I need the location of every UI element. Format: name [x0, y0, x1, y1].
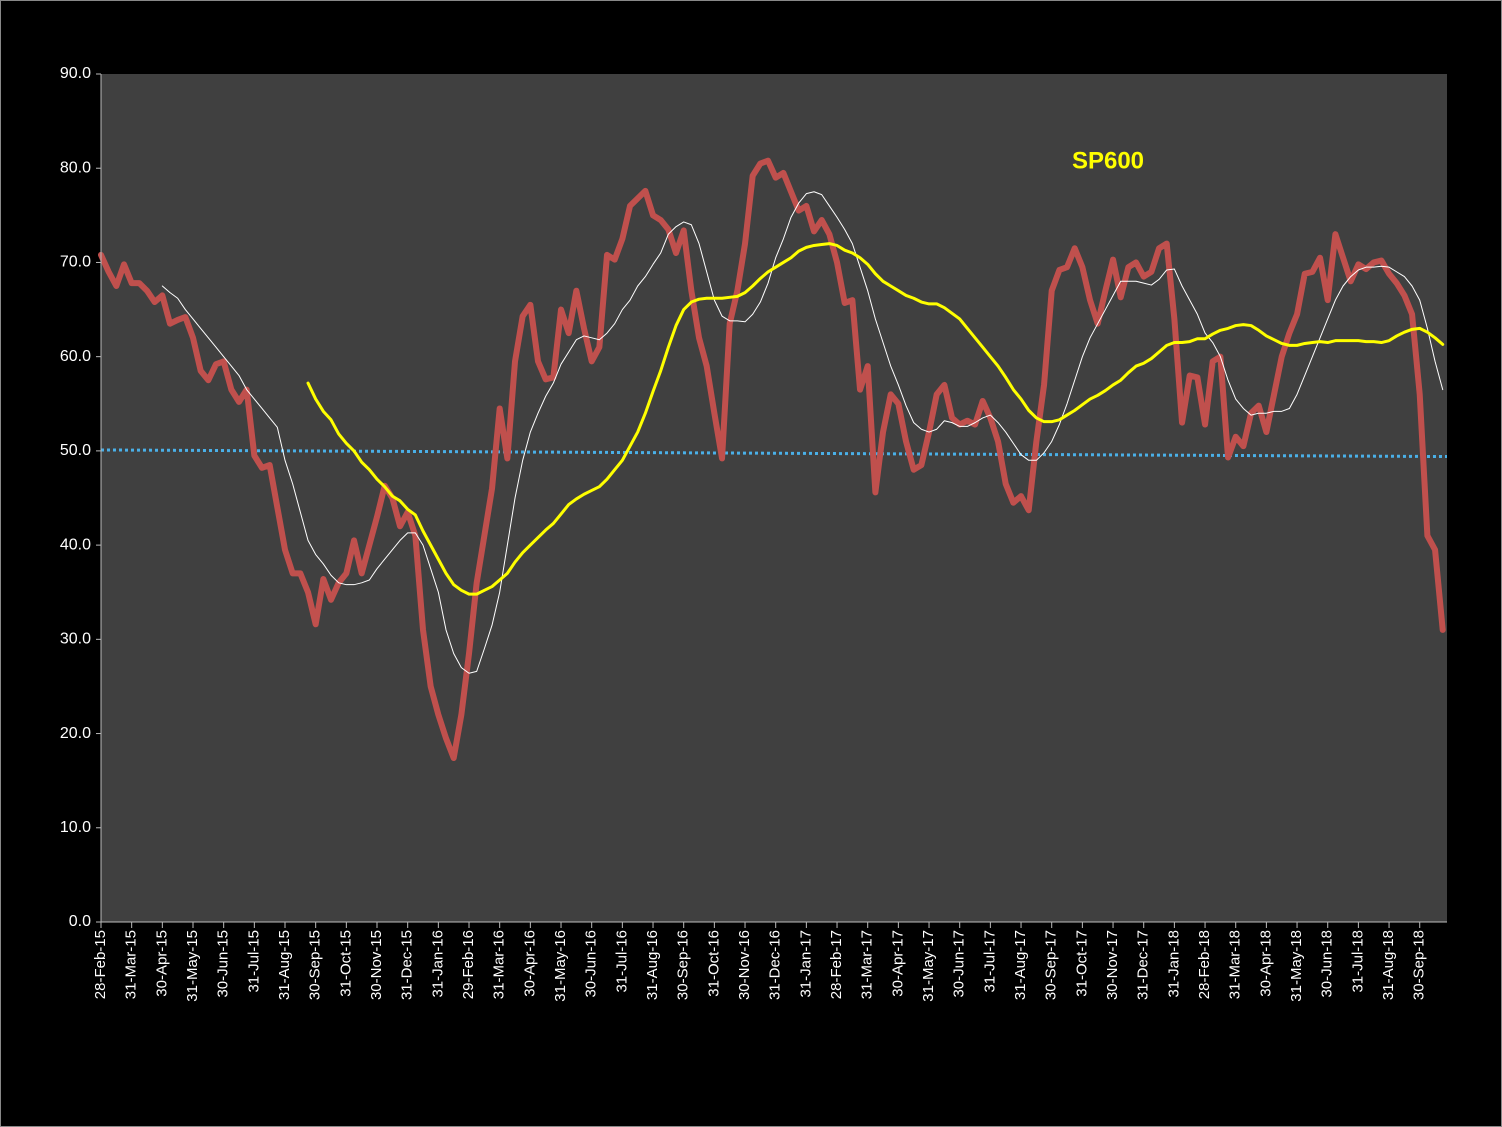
x-tick-label: 30-Nov-17 — [1104, 930, 1121, 1000]
y-tick-label: 10.0 — [60, 819, 91, 836]
x-tick-label: 30-Apr-15 — [153, 930, 170, 997]
trendline — [100, 448, 1448, 459]
x-tick-label: 28-Feb-15 — [92, 930, 109, 999]
x-tick-label: 31-Jan-18 — [1165, 930, 1182, 998]
x-tick-label: 31-May-16 — [552, 930, 569, 1002]
x-tick-label: 31-Mar-16 — [491, 930, 508, 999]
x-tick-label: 31-Jul-18 — [1349, 930, 1366, 993]
x-tick-label: 28-Feb-17 — [828, 930, 845, 999]
x-tick-label: 30-Sep-17 — [1043, 930, 1060, 1000]
x-tick-label: 31-Oct-15 — [337, 930, 354, 997]
x-tick-label: 31-Oct-16 — [705, 930, 722, 997]
x-tick-label: 30-Nov-16 — [736, 930, 753, 1000]
y-tick-label: 80.0 — [60, 159, 91, 176]
x-tick-label: 31-Mar-17 — [859, 930, 876, 999]
series-line — [306, 242, 1445, 596]
x-tick-label: 31-Mar-15 — [123, 930, 140, 999]
x-tick-label: 31-Jul-17 — [981, 930, 998, 993]
x-tick-label: 30-Sep-15 — [307, 930, 324, 1000]
y-tick-label: 0.0 — [69, 913, 91, 930]
y-tick-label: 30.0 — [60, 631, 91, 648]
annotation: SP600 — [1072, 147, 1144, 174]
x-tick-label: 31-Dec-16 — [767, 930, 784, 1000]
x-tick-label: 31-Dec-15 — [399, 930, 416, 1000]
x-tick-label: 30-Apr-17 — [889, 930, 906, 997]
x-tick-label: 31-May-17 — [920, 930, 937, 1002]
x-tick-label: 30-Jun-16 — [583, 930, 600, 998]
series-line — [98, 157, 1446, 762]
y-tick-label: 70.0 — [60, 254, 91, 271]
y-tick-label: 60.0 — [60, 348, 91, 365]
x-tick-label: 30-Sep-18 — [1411, 930, 1428, 1000]
x-tick-label: 31-Oct-17 — [1073, 930, 1090, 997]
x-tick-label: 31-Jan-16 — [429, 930, 446, 998]
x-tick-label: 31-Jan-17 — [797, 930, 814, 998]
y-tick-label: 20.0 — [60, 725, 91, 742]
y-tick-label: 40.0 — [60, 536, 91, 553]
x-tick-label: 31-Aug-17 — [1012, 930, 1029, 1000]
x-tick-label: 31-Dec-17 — [1135, 930, 1152, 1000]
x-tick-label: 31-May-18 — [1288, 930, 1305, 1002]
x-tick-label: 30-Apr-18 — [1257, 930, 1274, 997]
x-tick-label: 30-Nov-15 — [368, 930, 385, 1000]
x-tick-label: 31-Mar-18 — [1227, 930, 1244, 999]
x-tick-label: 31-Jul-16 — [613, 930, 630, 993]
x-tick-label: 29-Feb-16 — [460, 930, 477, 999]
x-tick-label: 31-Jul-15 — [245, 930, 262, 993]
lines — [98, 157, 1448, 762]
x-tick-label: 31-May-15 — [184, 930, 201, 1002]
y-tick-label: 90.0 — [60, 65, 91, 82]
x-tick-label: 30-Jun-15 — [215, 930, 232, 998]
x-tick-label: 30-Sep-16 — [675, 930, 692, 1000]
x-tick-label: 31-Aug-18 — [1380, 930, 1397, 1000]
x-tick-label: 30-Apr-16 — [521, 930, 538, 997]
x-tick-label: 31-Aug-15 — [276, 930, 293, 1000]
x-tick-label: 30-Jun-17 — [951, 930, 968, 998]
y-tick-label: 50.0 — [60, 442, 91, 459]
plot-area — [101, 74, 1447, 922]
series-line — [161, 191, 1444, 674]
x-tick-label: 28-Feb-18 — [1196, 930, 1213, 999]
x-tick-label: 30-Jun-18 — [1319, 930, 1336, 998]
x-tick-label: 31-Aug-16 — [644, 930, 661, 1000]
